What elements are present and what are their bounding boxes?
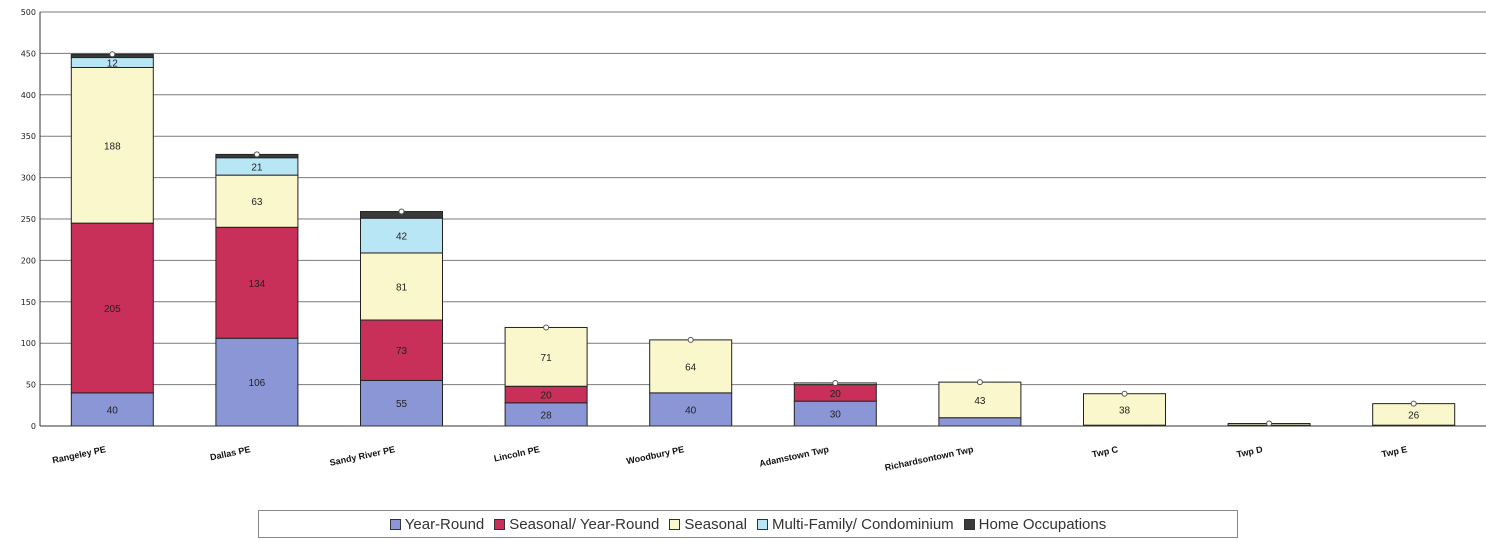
category-label: Adamstown Twp — [758, 444, 830, 469]
legend-swatch — [963, 518, 975, 530]
y-tick-label: 400 — [21, 91, 36, 100]
data-label: 134 — [249, 279, 266, 290]
legend-item-seasonal: Seasonal — [669, 516, 747, 533]
bar-segment — [360, 319, 443, 381]
legend-label: Multi-Family/ Condominium — [771, 515, 954, 533]
data-label: 20 — [830, 389, 842, 400]
data-label: 30 — [830, 410, 842, 421]
category-label: Rangeley PE — [51, 444, 106, 465]
bar-segment — [360, 252, 443, 321]
data-label: 205 — [104, 304, 121, 315]
bar-top-marker — [687, 336, 694, 343]
category-label: Twp E — [1381, 444, 1408, 459]
data-label: 71 — [541, 353, 553, 364]
bar-top-marker — [543, 324, 550, 331]
data-label: 81 — [396, 282, 408, 293]
y-tick-label: 250 — [21, 215, 36, 224]
legend-swatch — [389, 518, 401, 530]
y-tick-label: 100 — [21, 339, 36, 348]
bar-top-marker — [253, 151, 260, 158]
bar-top-marker — [1410, 400, 1417, 407]
legend-item-year-round: Year-Round — [389, 515, 485, 533]
bar-top-marker — [109, 51, 116, 58]
bar-top-marker — [1121, 390, 1128, 397]
bar-segment — [938, 417, 1022, 427]
data-label: 38 — [1119, 405, 1131, 416]
y-tick-label: 500 — [21, 8, 36, 17]
category-label: Richardsontown Twp — [884, 444, 975, 473]
data-label: 43 — [974, 396, 986, 407]
data-label: 188 — [104, 141, 121, 152]
y-tick-label: 350 — [21, 132, 36, 141]
legend-item-multi-family: Multi-Family/ Condominium — [756, 515, 954, 533]
data-label: 20 — [541, 391, 553, 402]
legend-swatch — [494, 518, 506, 530]
data-label: 64 — [685, 362, 697, 373]
data-label: 73 — [396, 346, 408, 357]
y-tick-label: 150 — [21, 298, 36, 307]
bar-top-marker — [1266, 420, 1273, 427]
category-label: Woodbury PE — [625, 444, 685, 466]
bar-top-marker — [976, 379, 983, 386]
data-labels: 40 205 188 12 106 134 63 21 55 73 81 42 28 20 71 40 64 30… — [104, 51, 1420, 427]
y-tick-label: 0 — [31, 422, 36, 431]
data-label: 26 — [1408, 410, 1420, 421]
category-label: Twp D — [1236, 444, 1264, 459]
bar-segment — [649, 392, 733, 427]
chart-legend: Year-Round Seasonal/ Year-Round Seasonal… — [258, 510, 1238, 538]
category-label: Twp C — [1091, 444, 1119, 459]
bar-top-marker — [832, 379, 839, 386]
bar-segment — [360, 379, 443, 427]
data-label: 106 — [249, 378, 266, 389]
x-axis: Rangeley PE Dallas PE Sandy River PE Lincol… — [40, 425, 1486, 473]
category-label: Dallas PE — [209, 444, 251, 462]
bar-segment — [793, 400, 877, 427]
stacked-bar-chart: 0 50 100 150 200 250 300 350 400 450 500 40 205 188 1… — [21, 8, 1486, 473]
bar-segment — [70, 392, 154, 427]
y-tick-label: 50 — [26, 381, 36, 390]
bars — [70, 53, 1456, 427]
y-tick-label: 200 — [21, 256, 36, 265]
data-label: 28 — [541, 410, 553, 421]
y-axis: 0 50 100 150 200 250 300 350 400 450 500 — [21, 8, 41, 431]
data-label: 21 — [251, 162, 263, 173]
bar-segment — [938, 381, 1022, 419]
legend-swatch — [669, 518, 681, 530]
category-label: Sandy River PE — [329, 444, 396, 468]
data-label: 55 — [396, 399, 408, 410]
bar-segment — [215, 337, 299, 427]
data-label: 40 — [107, 405, 119, 416]
bar-segment — [504, 326, 588, 387]
bar-top-marker — [398, 208, 405, 215]
data-label: 40 — [685, 405, 697, 416]
bar-segment — [360, 217, 443, 254]
bar-segment — [70, 222, 154, 394]
data-label: 63 — [251, 197, 263, 208]
legend-label: Home Occupations — [978, 515, 1107, 533]
data-label: 12 — [107, 59, 119, 70]
legend-item-seasonal-year-round: Seasonal/ Year-Round — [494, 516, 659, 533]
y-tick-label: 300 — [21, 174, 36, 183]
legend-item-home-occupations: Home Occupations — [963, 515, 1107, 533]
legend-label: Seasonal — [684, 515, 747, 533]
data-label: 42 — [396, 232, 408, 243]
legend-label: Year-Round — [404, 515, 485, 533]
legend-label: Seasonal/ Year-Round — [509, 515, 660, 533]
y-tick-label: 450 — [21, 49, 36, 58]
legend-swatch — [756, 518, 768, 530]
category-label: Lincoln PE — [493, 444, 541, 463]
